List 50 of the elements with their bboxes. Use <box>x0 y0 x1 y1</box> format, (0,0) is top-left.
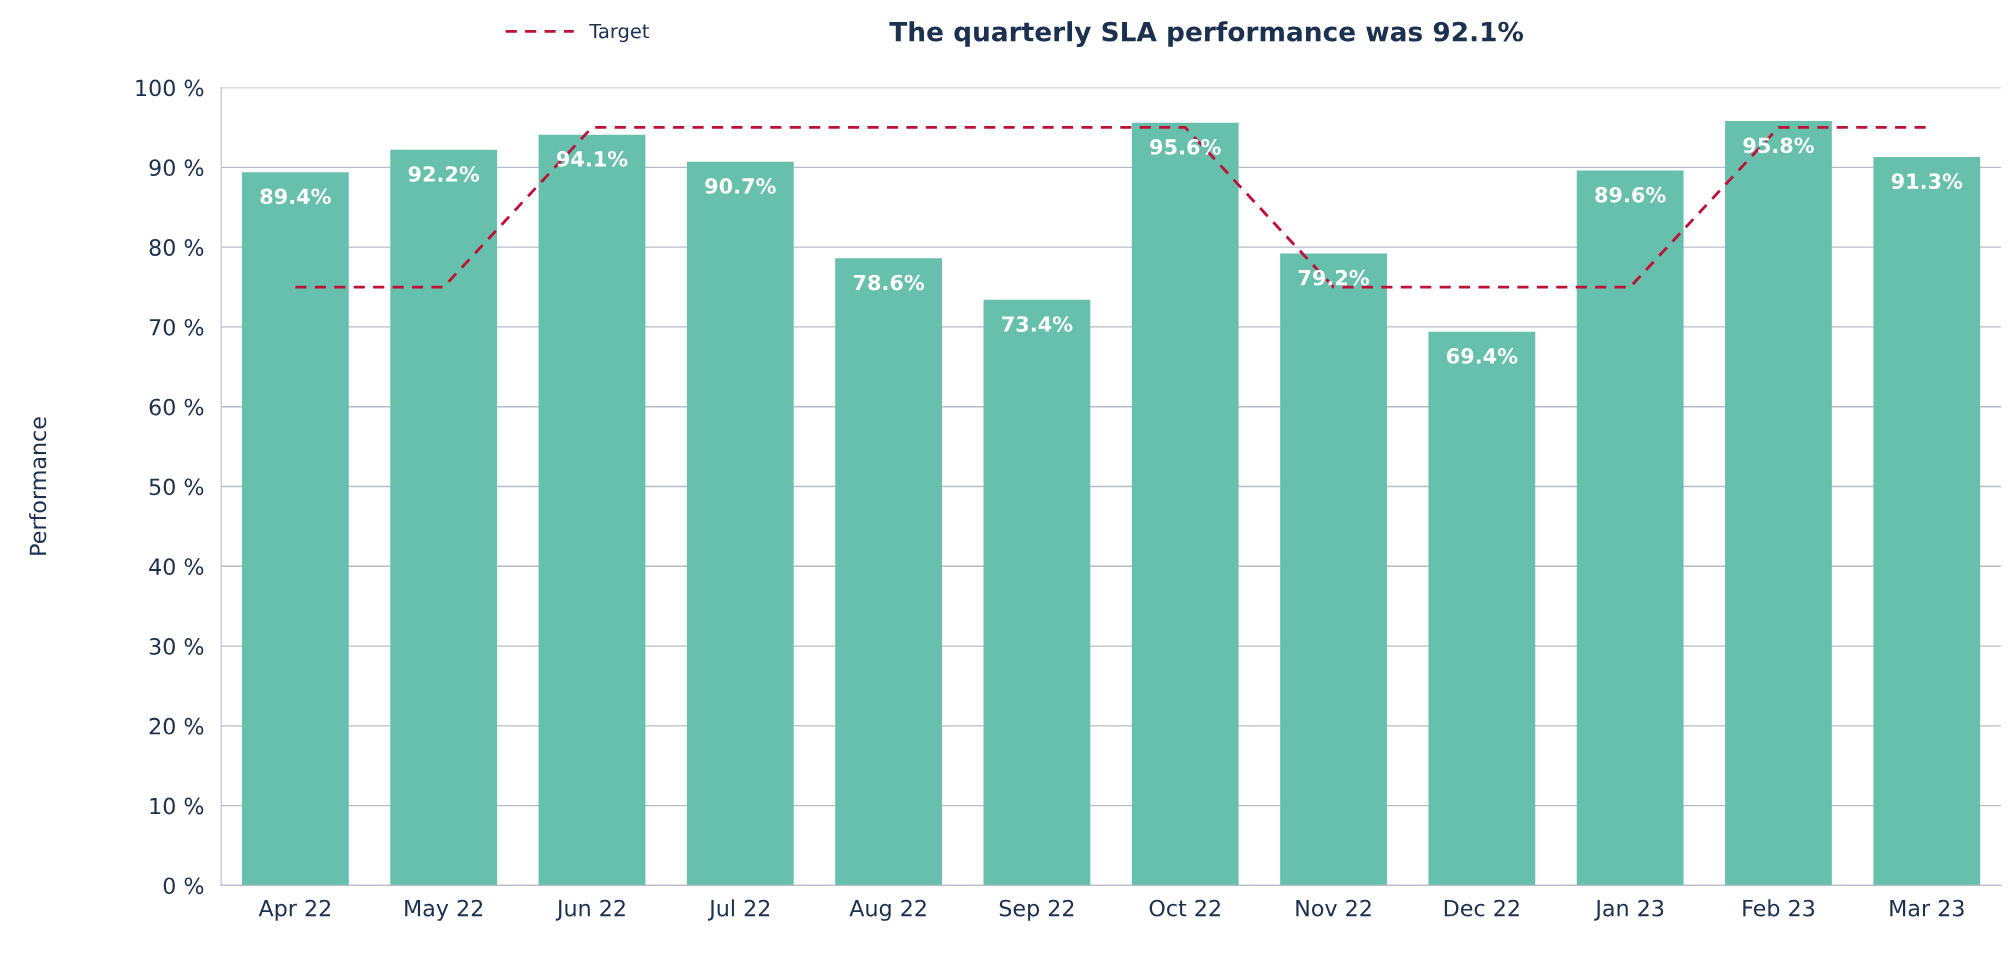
x-tick-label: Feb 23 <box>1743 899 1815 917</box>
bar <box>1428 331 1536 886</box>
y-tick-label: 80 % <box>149 239 204 256</box>
chart-title: The quarterly SLA performance was 92.1% <box>889 21 1524 47</box>
y-tick-label: 10 % <box>150 797 204 815</box>
y-tick-label: 90 % <box>149 159 204 177</box>
y-tick-label: 60 % <box>149 398 204 416</box>
bar <box>1725 121 1832 886</box>
bar <box>686 161 794 886</box>
x-tick-label: Apr 22 <box>258 899 331 921</box>
y-tick-label: 50 % <box>149 478 204 496</box>
x-tick-label: Sep 22 <box>999 899 1074 921</box>
bar <box>1576 170 1684 886</box>
bar <box>983 299 1091 886</box>
bar <box>1131 122 1239 886</box>
bar <box>241 172 349 886</box>
data-label: 90.7% <box>705 178 776 194</box>
y-tick-label: 30 % <box>149 638 204 655</box>
data-label: 78.6% <box>853 274 925 291</box>
data-label: 95.6% <box>1150 139 1221 155</box>
data-label: 73.4% <box>1002 316 1073 332</box>
data-label: 92.2% <box>408 166 480 182</box>
y-tick-label: 0 % <box>163 877 204 895</box>
data-label: 79.2% <box>1298 269 1370 286</box>
x-tick-label: Dec 22 <box>1444 899 1519 917</box>
y-tick-label: 70 % <box>149 318 204 336</box>
legend-label: Target <box>589 23 649 43</box>
x-tick-label: Mar 23 <box>1890 899 1964 917</box>
data-label: 95.8% <box>1743 137 1814 154</box>
y-axis-title: Performance <box>29 417 47 555</box>
bar <box>1873 156 1981 886</box>
x-tick-label: Jun 22 <box>555 899 625 921</box>
y-tick-label: 40 % <box>149 558 204 576</box>
x-tick-label: Jul 22 <box>708 899 770 921</box>
data-label: 94.1% <box>556 150 628 167</box>
x-tick-label: May 22 <box>405 899 483 921</box>
x-tick-label: Oct 22 <box>1149 899 1220 917</box>
data-label: 91.3% <box>1891 173 1963 190</box>
data-label: 89.4% <box>260 188 331 205</box>
y-tick-label: 20 % <box>149 717 204 735</box>
bar <box>538 134 646 886</box>
x-tick-label: Jan 23 <box>1594 899 1664 921</box>
x-tick-label: Nov 22 <box>1296 899 1371 917</box>
x-tick-label: Aug 22 <box>849 899 926 921</box>
bar <box>835 258 942 886</box>
data-label: 69.4% <box>1447 348 1518 364</box>
y-tick-label: 100 % <box>136 79 204 97</box>
bar <box>1280 253 1387 886</box>
bar <box>390 149 498 886</box>
data-label: 89.6% <box>1595 186 1666 203</box>
